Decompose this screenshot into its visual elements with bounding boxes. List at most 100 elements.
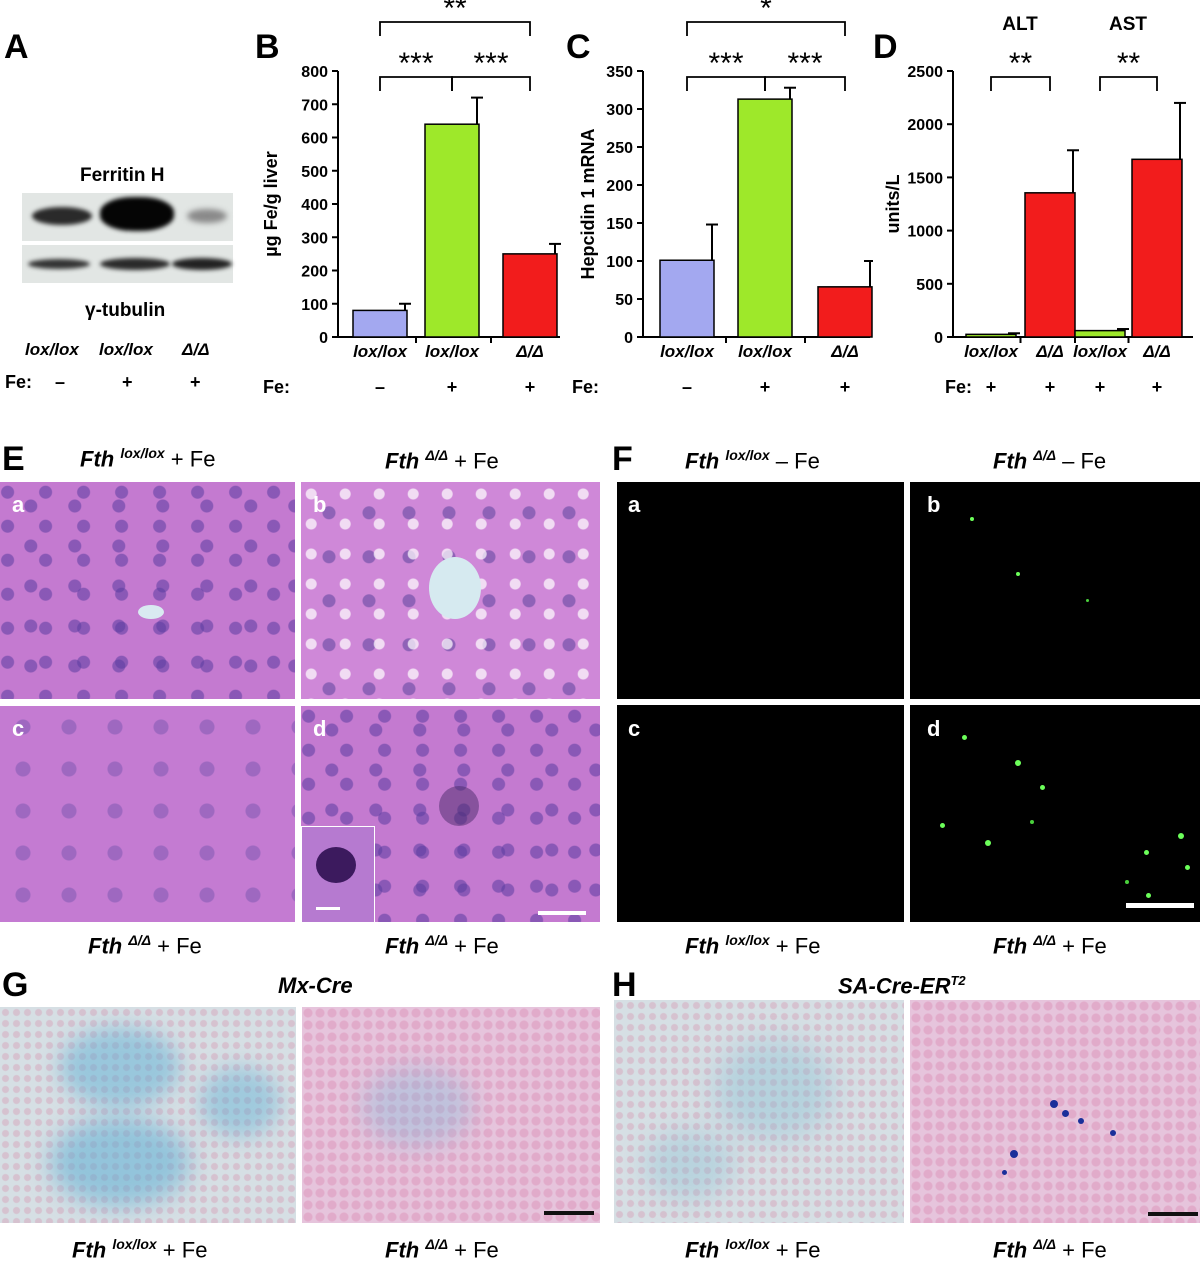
panel-label-a: A [4, 28, 29, 66]
ferritin-blot [22, 193, 233, 241]
fluorescence-f-c [617, 705, 904, 922]
micrograph-e-c [0, 706, 295, 922]
bar [352, 309, 408, 338]
bar [1074, 329, 1126, 338]
perls-h-left [614, 1000, 904, 1223]
fe-sign: + [760, 377, 771, 397]
fe-label: Fe: [263, 377, 290, 397]
e-sub-a: a [12, 492, 25, 517]
chart-b: 0 100 200 300 400 500 600 700 800 µg Fe/g liver lo… [261, 0, 561, 397]
x-tick-label: lox/lox [1073, 342, 1128, 361]
e-caption-top-right: Fth Δ/Δ + Fe [385, 447, 499, 474]
x-tick-label: lox/lox [964, 342, 1019, 361]
y-axis-label: Hepcidin 1 mRNA [578, 128, 598, 279]
g-title: Mx-Cre [278, 973, 353, 998]
significance-bracket [764, 76, 846, 91]
micrograph-e-d [301, 706, 600, 922]
f-sub-d: d [927, 716, 941, 741]
bar [965, 333, 1017, 338]
chart-c: 0 50 100 150 200 250 300 350 Hepcidin 1 mRNA lox/… [572, 0, 873, 397]
e-sub-c: c [12, 716, 25, 741]
x-tick-label: lox/lox [353, 342, 408, 361]
panel-label-f: F [612, 440, 633, 478]
y-tick-label: 250 [606, 140, 633, 157]
y-tick-label: 150 [606, 216, 633, 233]
fe-sign: + [1095, 377, 1106, 397]
chart-d: 0 500 1000 1500 2000 2500 units/L lox/lox + Δ/Δ + l… [883, 14, 1193, 397]
micrograph-e-a [0, 482, 295, 699]
bar [1131, 158, 1183, 338]
bar [817, 286, 873, 338]
lane-label-2: lox/lox [99, 340, 153, 359]
panel-label-g: G [2, 966, 29, 1004]
fe-label: Fe: [5, 372, 32, 392]
significance-bracket [990, 76, 1051, 91]
y-tick-label: 800 [301, 64, 328, 81]
panel-label-c: C [566, 28, 591, 66]
significance-label: * [760, 0, 772, 25]
perls-g-right [302, 1007, 600, 1223]
significance-bracket [1099, 76, 1158, 91]
y-tick-label: 350 [606, 64, 633, 81]
y-tick-label: 600 [301, 131, 328, 148]
fe-label: Fe: [572, 377, 599, 397]
panel-label-e: E [2, 440, 25, 478]
group-label: ALT [1002, 14, 1038, 35]
y-tick-label: 400 [301, 197, 328, 214]
fe-sign-1: – [55, 372, 66, 392]
h-caption-right: Fth Δ/Δ + Fe [993, 1236, 1107, 1263]
e-caption-bottom-right: Fth Δ/Δ + Fe [385, 932, 499, 959]
e-sub-d: d [313, 716, 327, 741]
y-axis-label: µg Fe/g liver [261, 151, 281, 256]
group-label: AST [1109, 14, 1147, 35]
fluorescence-f-a [617, 482, 904, 699]
fluorescence-f-d [910, 705, 1200, 922]
lane-label-3: Δ/Δ [182, 340, 210, 359]
perls-h-right [910, 1000, 1200, 1223]
x-tick-label: Δ/Δ [515, 342, 544, 361]
lane-label-1: lox/lox [25, 340, 79, 359]
f-sub-c: c [628, 716, 641, 741]
y-tick-label: 1500 [907, 170, 943, 187]
fe-sign: + [525, 377, 536, 397]
y-tick-label: 1000 [907, 224, 943, 241]
x-tick-label: Δ/Δ [1142, 342, 1171, 361]
x-tick-label: lox/lox [660, 342, 715, 361]
fe-sign: + [1045, 377, 1056, 397]
y-tick-label: 300 [606, 102, 633, 119]
y-tick-label: 500 [301, 164, 328, 181]
inset-image [301, 826, 375, 922]
bar [502, 253, 558, 338]
panel-label-b: B [255, 28, 280, 66]
inset-scale-bar [316, 907, 340, 910]
f-caption-bottom-left: Fth lox/lox + Fe [685, 932, 821, 959]
significance-label: *** [708, 47, 743, 80]
scale-bar-h [1148, 1212, 1198, 1216]
fe-sign-2: + [122, 372, 133, 392]
loading-control-label: γ-tubulin [85, 300, 166, 321]
e-caption-bottom-left: Fth Δ/Δ + Fe [88, 932, 202, 959]
significance-bracket [686, 21, 846, 36]
bar [659, 259, 715, 338]
fluorescence-f-b [910, 482, 1200, 699]
significance-label: ** [1009, 47, 1033, 80]
tubulin-blot [22, 245, 233, 283]
g-caption-right: Fth Δ/Δ + Fe [385, 1236, 499, 1263]
fe-sign: + [840, 377, 851, 397]
f-sub-a: a [628, 492, 641, 517]
fe-label: Fe: [945, 377, 972, 397]
bar [1024, 192, 1076, 338]
significance-bracket [451, 76, 531, 91]
e-sub-b: b [313, 492, 327, 517]
scale-bar-g [544, 1211, 594, 1215]
f-caption-top-left: Fth lox/lox – Fe [685, 447, 820, 474]
significance-label: *** [473, 47, 508, 80]
y-tick-label: 500 [916, 277, 943, 294]
bar [424, 123, 480, 338]
panel-label-d: D [873, 28, 898, 66]
h-caption-left: Fth lox/lox + Fe [685, 1236, 821, 1263]
f-sub-b: b [927, 492, 941, 517]
x-tick-label: Δ/Δ [830, 342, 859, 361]
fe-sign-3: + [190, 372, 201, 392]
y-tick-label: 0 [319, 330, 328, 347]
